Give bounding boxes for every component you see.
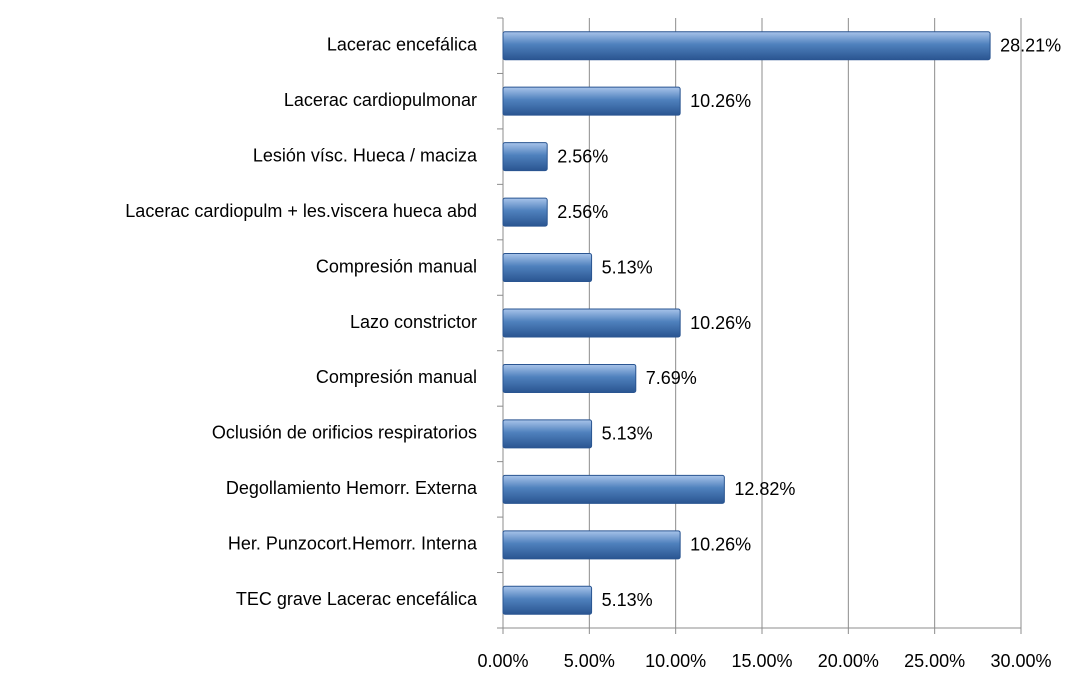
y-tick-label: Lazo constrictor [350, 312, 477, 332]
data-label: 5.13% [602, 257, 653, 277]
x-tick-label: 20.00% [818, 651, 879, 671]
data-label: 10.26% [690, 313, 751, 333]
data-label: 5.13% [602, 424, 653, 444]
bar [502, 474, 725, 504]
y-tick-label: Her. Punzocort.Hemorr. Interna [228, 534, 478, 554]
data-label: 10.26% [690, 535, 751, 555]
bar [502, 142, 548, 172]
y-tick-label: Oclusión de orificios respiratorios [212, 423, 477, 443]
bar [502, 86, 681, 116]
bar [502, 31, 991, 61]
bar [502, 197, 548, 227]
x-tick-label: 30.00% [990, 651, 1051, 671]
data-label: 12.82% [734, 479, 795, 499]
y-tick-label: Degollamiento Hemorr. Externa [226, 478, 478, 498]
y-tick-label: Lesión vísc. Hueca / maciza [253, 145, 478, 165]
y-tick-label: Lacerac cardiopulm + les.viscera hueca a… [125, 201, 477, 221]
y-tick-label: Compresión manual [316, 367, 477, 387]
data-label: 5.13% [602, 590, 653, 610]
x-tick-label: 10.00% [645, 651, 706, 671]
data-label: 7.69% [646, 368, 697, 388]
x-tick-label: 25.00% [904, 651, 965, 671]
y-tick-label: Lacerac encefálica [327, 34, 478, 54]
bar [502, 419, 593, 449]
data-label: 2.56% [557, 146, 608, 166]
bar [502, 253, 593, 283]
bar [502, 308, 681, 338]
y-tick-label: Lacerac cardiopulmonar [284, 90, 477, 110]
data-label: 28.21% [1000, 35, 1061, 55]
bar [502, 363, 637, 393]
x-tick-label: 0.00% [477, 651, 528, 671]
data-label: 10.26% [690, 91, 751, 111]
y-tick-label: Compresión manual [316, 256, 477, 276]
x-tick-label: 15.00% [731, 651, 792, 671]
bar [502, 585, 593, 615]
data-label: 2.56% [557, 202, 608, 222]
bar [502, 530, 681, 560]
x-tick-label: 5.00% [564, 651, 615, 671]
y-tick-label: TEC grave Lacerac encefálica [236, 589, 478, 609]
